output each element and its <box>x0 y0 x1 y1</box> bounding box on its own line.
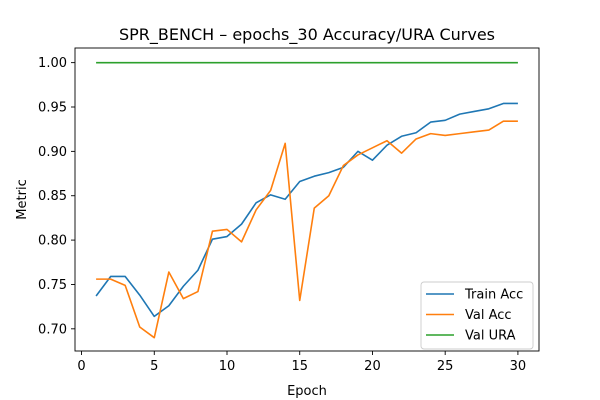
legend-label-val-acc: Val Acc <box>465 308 512 323</box>
x-tick-label: 10 <box>219 359 236 374</box>
legend: Train Acc Val Acc Val URA <box>420 281 534 350</box>
y-tick-label: 0.70 <box>38 322 67 337</box>
x-tick-label: 5 <box>150 359 158 374</box>
y-tick-label: 0.85 <box>38 189 67 204</box>
y-tick-label: 1.00 <box>38 56 67 71</box>
y-tick-label: 0.95 <box>38 101 67 116</box>
x-tick-label: 15 <box>291 359 308 374</box>
plot-frame <box>74 47 540 352</box>
x-tick-label: 0 <box>77 359 85 374</box>
y-tick-label: 0.80 <box>38 234 67 249</box>
y-axis-label: Metric <box>15 179 30 219</box>
x-tick-label: 20 <box>364 359 381 374</box>
legend-box <box>420 281 534 350</box>
legend-label-val-ura: Val URA <box>465 329 516 344</box>
y-tick-label: 0.75 <box>38 278 67 293</box>
series-line-val-acc <box>96 120 518 339</box>
x-axis: 0 5 10 15 20 25 30 <box>77 351 526 374</box>
chart-title: SPR_BENCH – epochs_30 Accuracy/URA Curve… <box>119 25 495 45</box>
x-axis-label: Epoch <box>287 384 327 399</box>
y-axis: 0.70 0.75 0.80 0.85 0.90 0.95 1.00 <box>38 56 75 337</box>
series-layer <box>95 61 518 339</box>
y-tick-label: 0.90 <box>38 145 67 160</box>
legend-label-train-acc: Train Acc <box>464 288 523 303</box>
x-tick-label: 25 <box>437 359 454 374</box>
series-line-train-acc <box>95 102 518 318</box>
x-tick-label: 30 <box>510 359 527 374</box>
